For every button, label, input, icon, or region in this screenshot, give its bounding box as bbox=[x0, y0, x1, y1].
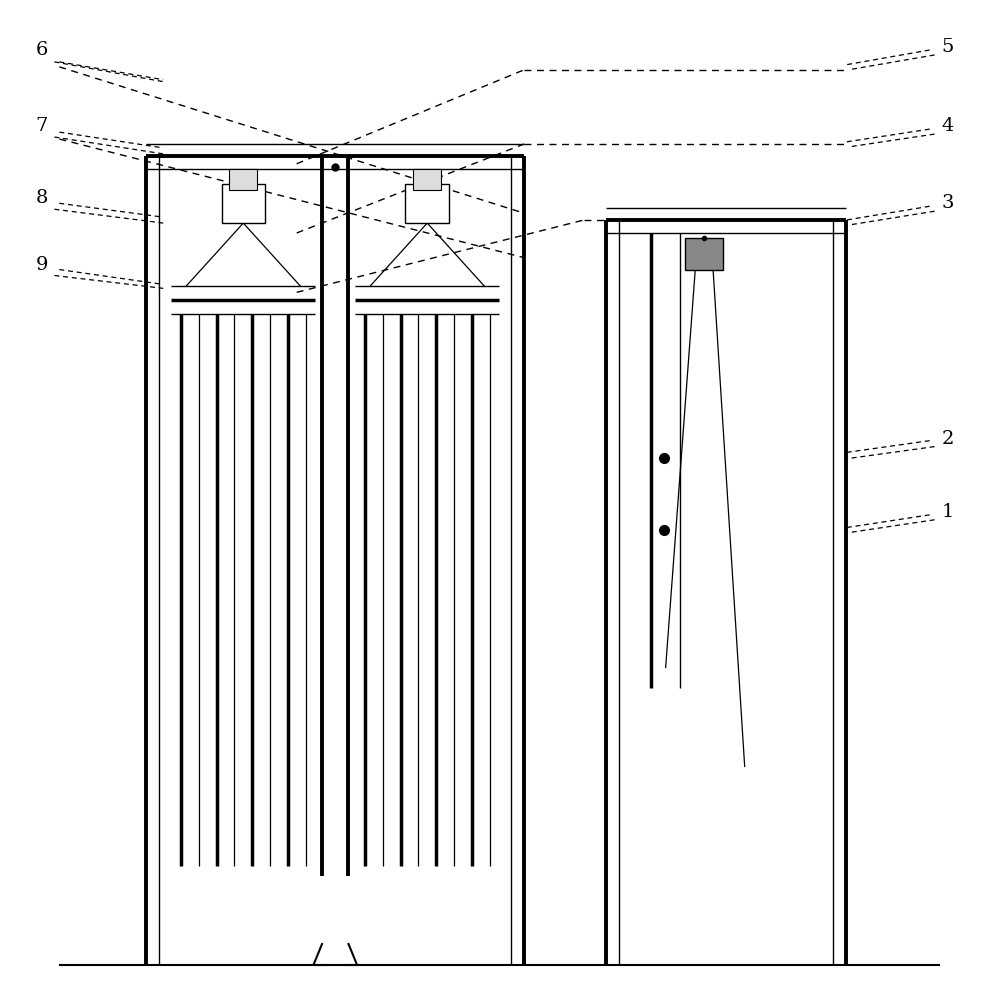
Bar bbox=[229, 169, 257, 190]
Bar bbox=[222, 184, 265, 223]
Text: 8: 8 bbox=[36, 189, 47, 207]
Text: 1: 1 bbox=[942, 503, 953, 521]
Text: 5: 5 bbox=[942, 38, 953, 56]
Bar bbox=[405, 184, 449, 223]
Text: 3: 3 bbox=[942, 194, 953, 212]
Bar bbox=[413, 169, 441, 190]
Text: 6: 6 bbox=[36, 41, 47, 59]
Text: 7: 7 bbox=[36, 117, 47, 135]
Text: 4: 4 bbox=[942, 117, 953, 135]
Bar bbox=[685, 238, 723, 270]
Text: 2: 2 bbox=[942, 430, 953, 448]
Text: 9: 9 bbox=[36, 256, 47, 274]
